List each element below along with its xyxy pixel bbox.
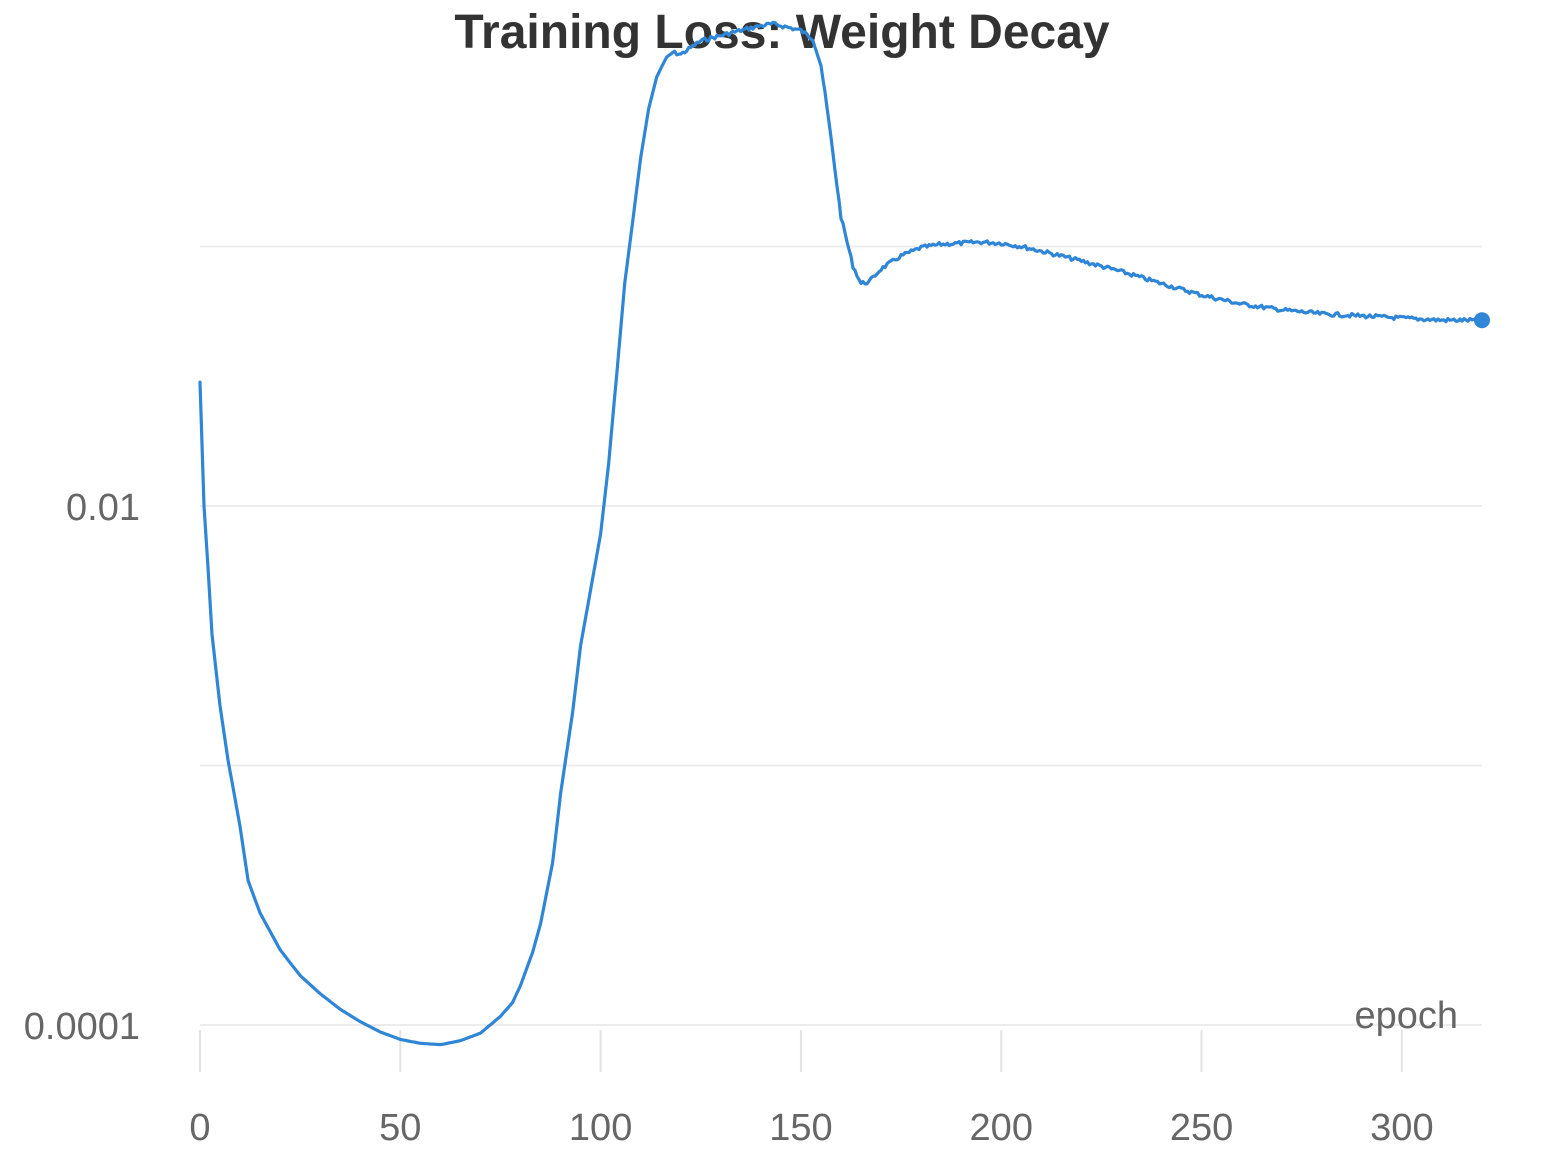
- y-axis-ticks: 0.0001 0.01: [24, 487, 140, 1048]
- gridlines: [200, 245, 1482, 1026]
- x-tick-label: 50: [379, 1107, 421, 1149]
- y-tick-label: 0.0001: [24, 1006, 140, 1048]
- x-tick-label: 250: [1170, 1107, 1233, 1149]
- x-axis-ticks: 0 50 100 150 200 250 300: [189, 1030, 1434, 1149]
- x-tick-label: 200: [970, 1107, 1033, 1149]
- x-tick-label: 150: [769, 1107, 832, 1149]
- x-tick-label: 300: [1370, 1107, 1433, 1149]
- chart-title: Training Loss: Weight Decay: [454, 6, 1110, 59]
- last-point-marker[interactable]: [1474, 312, 1490, 329]
- training-loss-line: [198, 20, 1484, 1047]
- x-tick-label: 0: [189, 1107, 210, 1149]
- x-axis-label: epoch: [1354, 995, 1458, 1037]
- y-tick-label: 0.01: [66, 487, 140, 529]
- x-tick-label: 100: [569, 1107, 632, 1149]
